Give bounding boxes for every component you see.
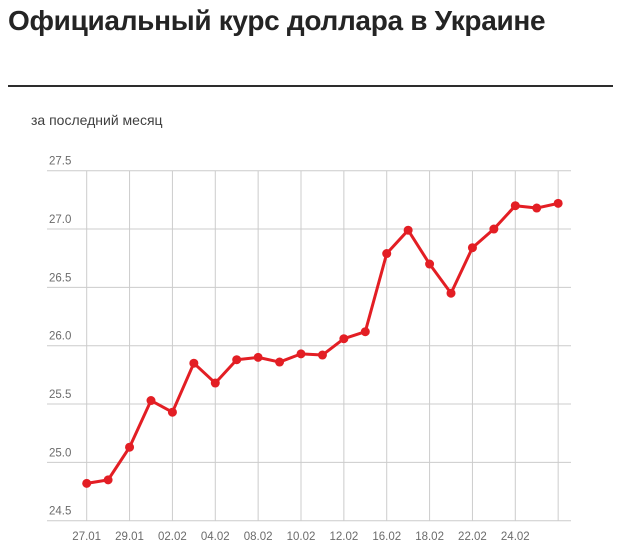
y-tick-label: 26.0 [49,331,71,343]
v-gridlines [86,170,559,521]
rate-point [210,378,220,388]
x-tick-label: 29.01 [115,531,144,543]
x-tick-label: 10.02 [287,531,316,543]
rate-point [232,355,242,365]
rate-point [467,243,477,253]
x-tick-label: 04.02 [201,531,230,543]
rate-point [510,201,520,211]
rate-point [382,249,392,259]
x-tick-label: 24.02 [501,531,530,543]
y-tick-label: 26.5 [49,272,71,284]
rate-line [85,201,560,485]
y-tick-label: 25.0 [49,447,71,459]
rate-point [146,396,156,406]
rate-point [253,352,263,362]
y-tick-label: 27.5 [49,156,71,168]
rate-point [296,349,306,359]
x-tick-label: 16.02 [372,531,401,543]
rate-point [339,334,349,344]
y-tick-label: 27.0 [49,214,71,226]
x-tick-label: 02.02 [158,531,187,543]
rate-point [103,475,113,485]
x-tick-label: 08.02 [244,531,273,543]
rate-point [125,442,135,452]
rate-point [446,288,456,298]
rate-point [532,203,542,213]
page-title: Официальный курс доллара в Украине [8,5,546,36]
x-tick-label: 18.02 [415,531,444,543]
rate-point [82,478,92,488]
rate-line-series [82,198,563,488]
rate-point [425,259,435,269]
rate-point [167,407,177,417]
rate-point [553,198,563,208]
x-axis-labels: 27.01 29.01 02.02 04.02 08.02 10.02 12.02 16.02… [72,531,529,543]
y-tick-label: 25.5 [49,389,71,401]
title-divider [8,85,613,87]
rate-point [275,357,285,367]
y-tick-label: 24.5 [49,506,71,518]
y-axis-labels: 27.5 27.0 26.5 26.0 25.5 25.0 24.5 [49,156,71,518]
rate-point [360,327,370,337]
x-tick-label: 27.01 [72,531,101,543]
rate-point [189,358,199,368]
rate-point [489,224,499,234]
x-tick-label: 22.02 [458,531,487,543]
h-gridlines [47,170,571,522]
rate-point [403,225,413,235]
x-tick-label: 12.02 [329,531,358,543]
chart-subtitle: за последний месяц [31,112,163,128]
rate-point [317,350,327,360]
